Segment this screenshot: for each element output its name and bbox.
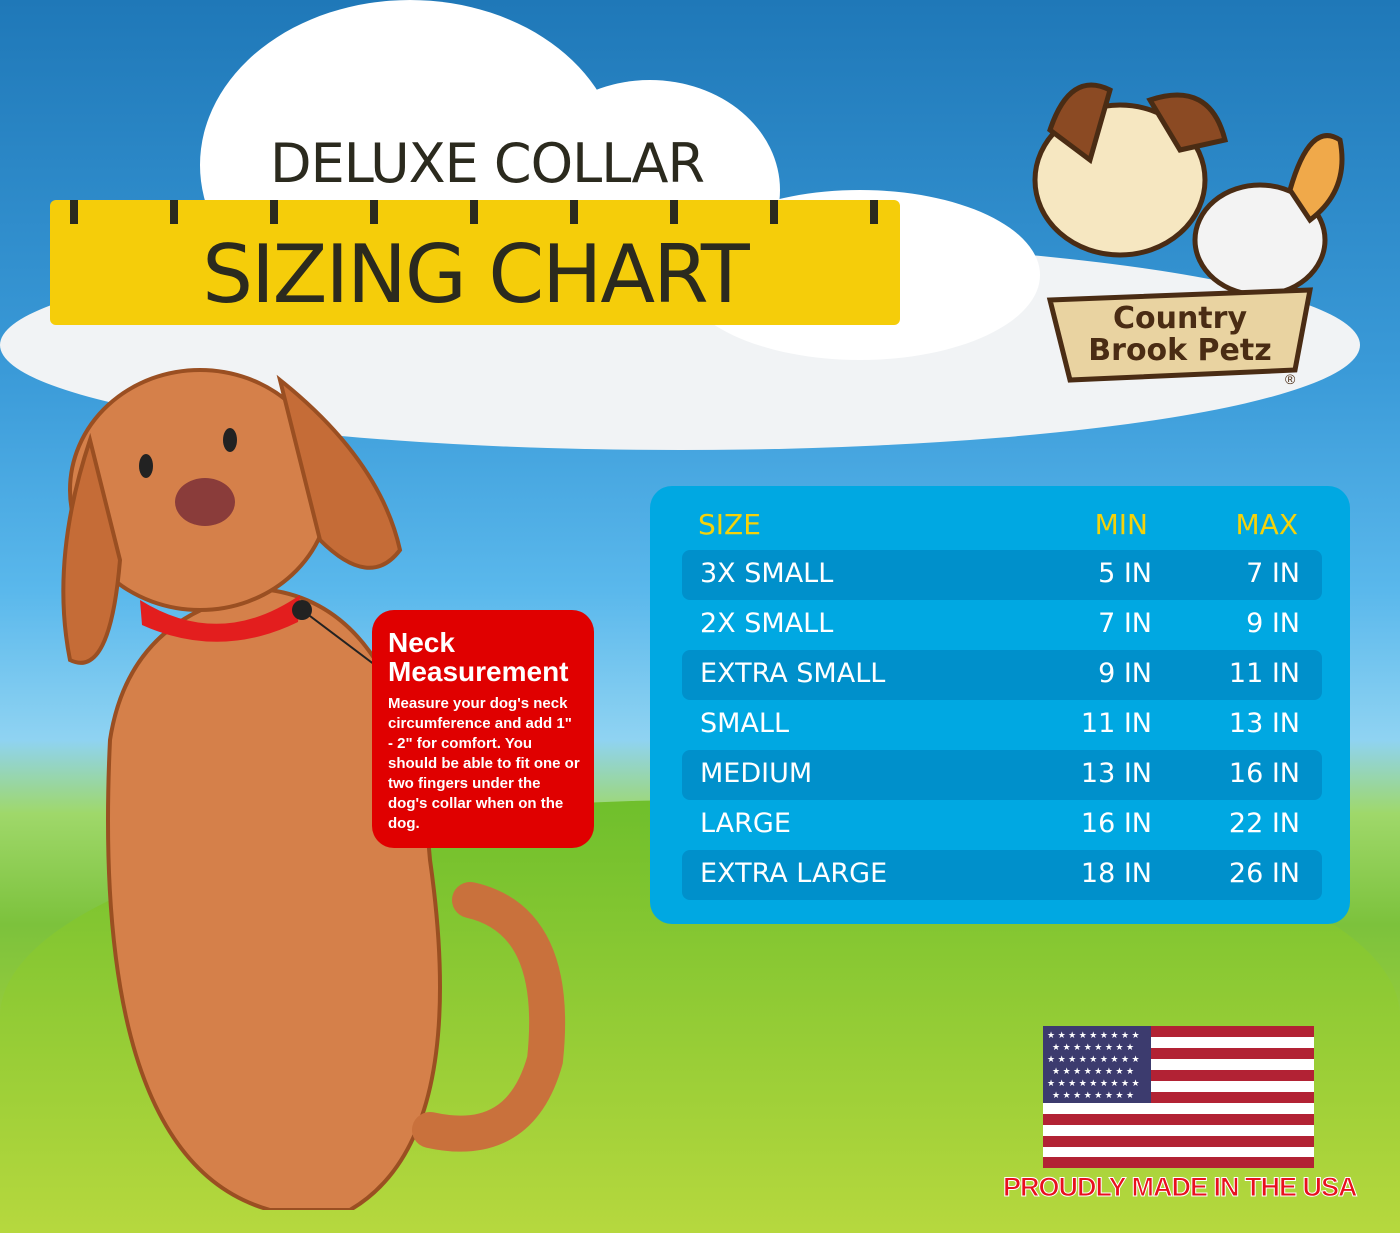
size-cell: MEDIUM (700, 758, 813, 789)
callout-body: Measure your dog's neck circumference an… (388, 695, 580, 832)
min-cell: 11 IN (1080, 708, 1152, 739)
table-row: EXTRA SMALL 9 IN 11 IN (682, 650, 1322, 700)
svg-text:★ ★ ★ ★ ★ ★ ★ ★: ★ ★ ★ ★ ★ ★ ★ ★ (1052, 1066, 1134, 1076)
table-row: MEDIUM 13 IN 16 IN (682, 750, 1322, 800)
min-cell: 9 IN (1098, 658, 1152, 689)
max-cell: 7 IN (1246, 558, 1300, 589)
size-cell: SMALL (700, 708, 789, 739)
svg-text:★ ★ ★ ★ ★ ★ ★ ★: ★ ★ ★ ★ ★ ★ ★ ★ (1052, 1042, 1134, 1052)
min-cell: 18 IN (1080, 858, 1152, 889)
size-cell: 2X SMALL (700, 608, 834, 639)
neck-measurement-callout: Neck Measurement Measure your dog's neck… (372, 610, 594, 848)
dog-illustration (61, 368, 566, 1210)
svg-text:★ ★ ★ ★ ★ ★ ★ ★ ★: ★ ★ ★ ★ ★ ★ ★ ★ ★ (1047, 1030, 1140, 1040)
country-brook-petz-logo: Country Brook Petz ® (1032, 82, 1345, 387)
svg-text:®: ® (1285, 371, 1296, 387)
header-size: SIZE (698, 508, 761, 541)
ruler-banner: SIZING CHART (50, 200, 900, 325)
svg-text:★ ★ ★ ★ ★ ★ ★ ★ ★: ★ ★ ★ ★ ★ ★ ★ ★ ★ (1047, 1078, 1140, 1088)
table-row: LARGE 16 IN 22 IN (682, 800, 1322, 850)
max-cell: 9 IN (1246, 608, 1300, 639)
table-row: SMALL 11 IN 13 IN (682, 700, 1322, 750)
min-cell: 5 IN (1098, 558, 1152, 589)
min-cell: 16 IN (1080, 808, 1152, 839)
size-cell: LARGE (700, 808, 791, 839)
svg-text:★ ★ ★ ★ ★ ★ ★ ★ ★: ★ ★ ★ ★ ★ ★ ★ ★ ★ (1047, 1054, 1140, 1064)
sizing-table: SIZE MIN MAX 3X SMALL 5 IN 7 IN 2X SMALL 7 … (650, 486, 1350, 924)
max-cell: 13 IN (1228, 708, 1300, 739)
table-row: 2X SMALL 7 IN 9 IN (682, 600, 1322, 650)
callout-title: Neck Measurement (388, 627, 569, 687)
size-cell: EXTRA LARGE (700, 858, 888, 889)
size-cell: 3X SMALL (700, 558, 834, 589)
table-row: 3X SMALL 5 IN 7 IN (682, 550, 1322, 600)
us-flag-icon: ★ ★ ★ ★ ★ ★ ★ ★ ★ ★ ★ ★ ★ ★ ★ ★ ★ ★ ★ ★ ★… (1043, 1026, 1314, 1168)
header-max: MAX (1235, 508, 1299, 541)
max-cell: 22 IN (1228, 808, 1300, 839)
min-cell: 7 IN (1098, 608, 1152, 639)
svg-text:Brook Petz: Brook Petz (1088, 333, 1271, 368)
table-row: EXTRA LARGE 18 IN 26 IN (682, 850, 1322, 900)
made-in-usa-text: PROUDLY MADE IN THE USA (1003, 1172, 1359, 1203)
max-cell: 26 IN (1228, 858, 1300, 889)
min-cell: 13 IN (1080, 758, 1152, 789)
max-cell: 11 IN (1228, 658, 1300, 689)
svg-text:★ ★ ★ ★ ★ ★ ★ ★: ★ ★ ★ ★ ★ ★ ★ ★ (1052, 1090, 1134, 1100)
title-sizing-chart: SIZING CHART (202, 228, 749, 321)
size-cell: EXTRA SMALL (700, 658, 886, 689)
header-min: MIN (1094, 508, 1148, 541)
title-deluxe-collar: DELUXE COLLAR (270, 132, 705, 195)
logo-text: Country (1113, 301, 1247, 336)
max-cell: 16 IN (1228, 758, 1300, 789)
